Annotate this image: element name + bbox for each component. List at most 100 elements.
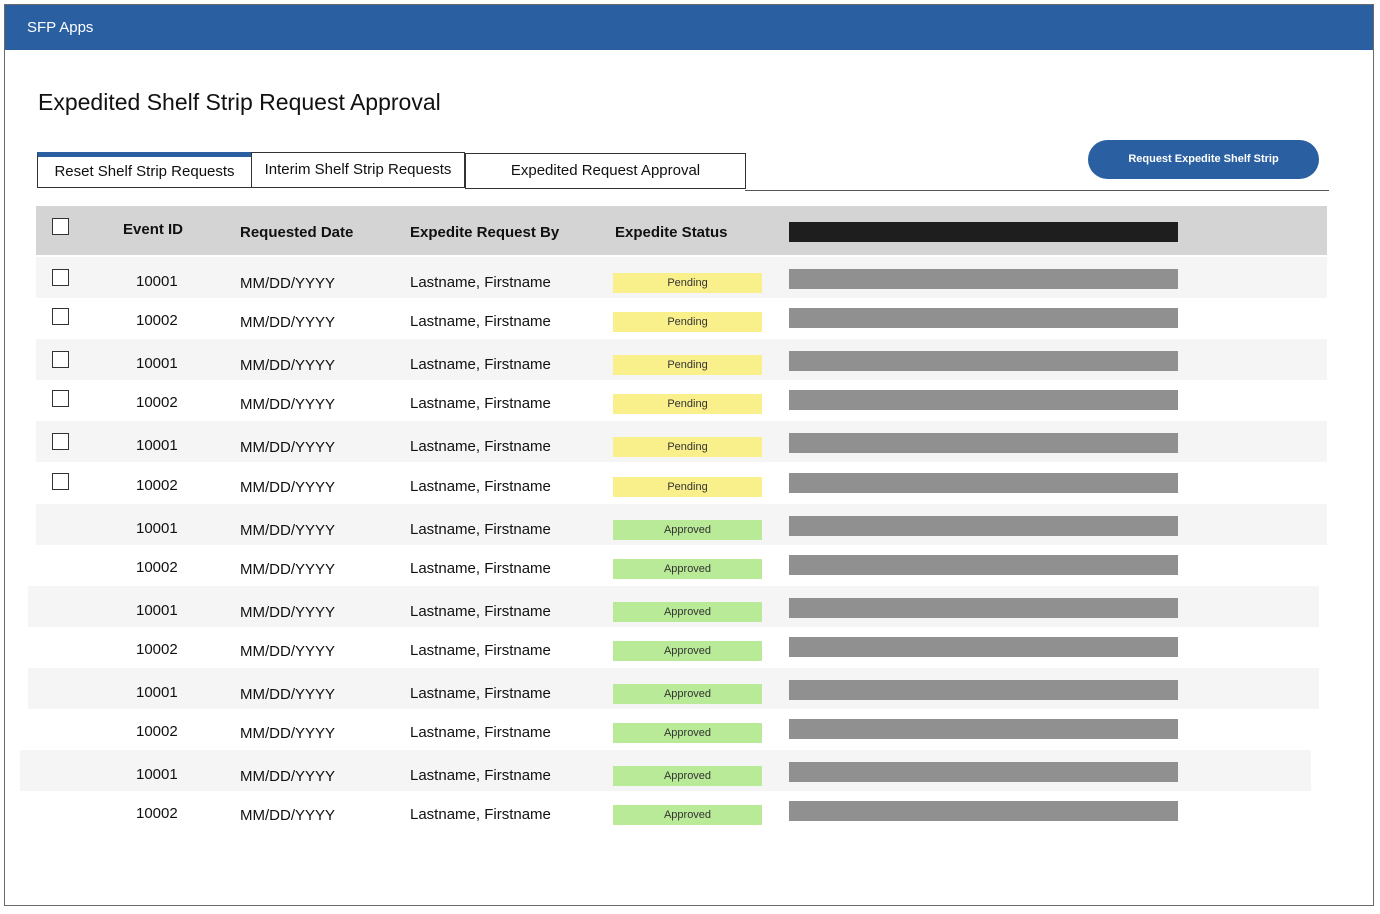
status-badge: Pending	[613, 394, 762, 414]
table-row[interactable]: 10002 MM/DD/YYYY Lastname, Firstname Approv…	[36, 709, 1327, 750]
tab-expedited-request-approval[interactable]: Expedited Request Approval	[465, 153, 746, 189]
table-row[interactable]: 10002 MM/DD/YYYY Lastname, Firstname Pendin…	[36, 298, 1327, 339]
cell-event-id: 10001	[136, 520, 178, 537]
cell-requested-date: MM/DD/YYYY	[240, 275, 336, 292]
cell-requested-by: Lastname, Firstname	[410, 521, 551, 538]
table-row[interactable]: 10002 MM/DD/YYYY Lastname, Firstname Approv…	[36, 791, 1327, 832]
cell-requested-date: MM/DD/YYYY	[240, 725, 336, 742]
status-badge: Pending	[613, 477, 762, 497]
cell-requested-by: Lastname, Firstname	[410, 478, 551, 495]
row-redacted-bar	[789, 598, 1178, 618]
tab-interim-shelf-strip-requests[interactable]: Interim Shelf Strip Requests	[251, 152, 465, 188]
table-row[interactable]: 10002 MM/DD/YYYY Lastname, Firstname Pendin…	[36, 380, 1327, 421]
row-redacted-bar	[789, 637, 1178, 657]
cell-requested-by: Lastname, Firstname	[410, 603, 551, 620]
cell-event-id: 10001	[136, 602, 178, 619]
status-badge: Approved	[613, 602, 762, 622]
table-header: Event ID Requested Date Expedite Request…	[36, 206, 1327, 255]
column-header-expedite-status: Expedite Status	[615, 224, 728, 241]
status-badge: Pending	[613, 273, 762, 293]
cell-requested-date: MM/DD/YYYY	[240, 561, 336, 578]
row-redacted-bar	[789, 433, 1178, 453]
cell-requested-by: Lastname, Firstname	[410, 395, 551, 412]
cell-event-id: 10002	[136, 723, 178, 740]
table-row[interactable]: 10001 MM/DD/YYYY Lastname, Firstname Pendin…	[36, 421, 1327, 462]
cell-event-id: 10002	[136, 805, 178, 822]
cell-requested-date: MM/DD/YYYY	[240, 314, 336, 331]
page-title: Expedited Shelf Strip Request Approval	[38, 89, 441, 115]
cell-event-id: 10001	[136, 766, 178, 783]
row-checkbox[interactable]	[52, 351, 69, 368]
cell-requested-date: MM/DD/YYYY	[240, 686, 336, 703]
column-header-expedite-request-by: Expedite Request By	[410, 224, 560, 241]
cell-requested-date: MM/DD/YYYY	[240, 357, 336, 374]
status-badge: Approved	[613, 641, 762, 661]
table-row[interactable]: 10001 MM/DD/YYYY Lastname, Firstname Approv…	[28, 668, 1319, 709]
row-redacted-bar	[789, 516, 1178, 536]
table-row[interactable]: 10001 MM/DD/YYYY Lastname, Firstname Approv…	[20, 750, 1311, 791]
status-badge: Pending	[613, 312, 762, 332]
row-checkbox[interactable]	[52, 390, 69, 407]
cell-requested-by: Lastname, Firstname	[410, 313, 551, 330]
cell-requested-by: Lastname, Firstname	[410, 560, 551, 577]
row-checkbox[interactable]	[52, 308, 69, 325]
row-checkbox[interactable]	[52, 269, 69, 286]
row-redacted-bar	[789, 762, 1178, 782]
top-nav-bar: SFP Apps	[5, 5, 1373, 50]
row-redacted-bar	[789, 719, 1178, 739]
tab-divider	[745, 190, 1329, 191]
status-badge: Approved	[613, 766, 762, 786]
cell-requested-date: MM/DD/YYYY	[240, 522, 336, 539]
select-all-checkbox[interactable]	[52, 218, 69, 235]
cell-requested-by: Lastname, Firstname	[410, 806, 551, 823]
cell-event-id: 10002	[136, 477, 178, 494]
status-badge: Approved	[613, 559, 762, 579]
row-checkbox[interactable]	[52, 433, 69, 450]
cell-event-id: 10002	[136, 312, 178, 329]
cell-requested-by: Lastname, Firstname	[410, 642, 551, 659]
row-redacted-bar	[789, 269, 1178, 289]
tab-reset-shelf-strip-requests[interactable]: Reset Shelf Strip Requests	[37, 152, 252, 188]
status-badge: Approved	[613, 805, 762, 825]
cell-requested-by: Lastname, Firstname	[410, 274, 551, 291]
row-redacted-bar	[789, 473, 1178, 493]
column-header-requested-date: Requested Date	[240, 224, 354, 241]
table-row[interactable]: 10001 MM/DD/YYYY Lastname, Firstname Pendin…	[36, 339, 1327, 380]
row-redacted-bar	[789, 680, 1178, 700]
cell-requested-date: MM/DD/YYYY	[240, 604, 336, 621]
app-name[interactable]: SFP Apps	[27, 19, 94, 36]
table-row[interactable]: 10001 MM/DD/YYYY Lastname, Firstname Approv…	[28, 586, 1319, 627]
column-header-event-id: Event ID	[123, 221, 184, 238]
cell-event-id: 10001	[136, 355, 178, 372]
status-badge: Approved	[613, 723, 762, 743]
cell-event-id: 10001	[136, 437, 178, 454]
request-expedite-shelf-strip-button[interactable]: Request Expedite Shelf Strip	[1088, 140, 1319, 179]
cell-event-id: 10002	[136, 641, 178, 658]
cell-requested-date: MM/DD/YYYY	[240, 396, 336, 413]
row-checkbox[interactable]	[52, 473, 69, 490]
row-redacted-bar	[789, 351, 1178, 371]
app-window: SFP Apps Expedited Shelf Strip Request A…	[4, 4, 1374, 906]
cell-requested-date: MM/DD/YYYY	[240, 439, 336, 456]
status-badge: Approved	[613, 520, 762, 540]
table-row[interactable]: 10002 MM/DD/YYYY Lastname, Firstname Approv…	[36, 627, 1327, 668]
cell-requested-date: MM/DD/YYYY	[240, 807, 336, 824]
cell-requested-date: MM/DD/YYYY	[240, 643, 336, 660]
column-header-redacted	[789, 222, 1178, 242]
status-badge: Approved	[613, 684, 762, 704]
cell-event-id: 10002	[136, 559, 178, 576]
cell-requested-date: MM/DD/YYYY	[240, 768, 336, 785]
status-badge: Pending	[613, 437, 762, 457]
cell-requested-by: Lastname, Firstname	[410, 724, 551, 741]
cell-event-id: 10001	[136, 684, 178, 701]
table-row[interactable]: 10001 MM/DD/YYYY Lastname, Firstname Approv…	[36, 504, 1327, 545]
cell-requested-by: Lastname, Firstname	[410, 356, 551, 373]
table-row[interactable]: 10002 MM/DD/YYYY Lastname, Firstname Approv…	[36, 545, 1327, 586]
table-row[interactable]: 10001 MM/DD/YYYY Lastname, Firstname Pendin…	[36, 257, 1327, 298]
cell-event-id: 10002	[136, 394, 178, 411]
status-badge: Pending	[613, 355, 762, 375]
cell-requested-date: MM/DD/YYYY	[240, 479, 336, 496]
cell-requested-by: Lastname, Firstname	[410, 767, 551, 784]
table-row[interactable]: 10002 MM/DD/YYYY Lastname, Firstname Pendin…	[36, 463, 1327, 504]
cell-requested-by: Lastname, Firstname	[410, 438, 551, 455]
